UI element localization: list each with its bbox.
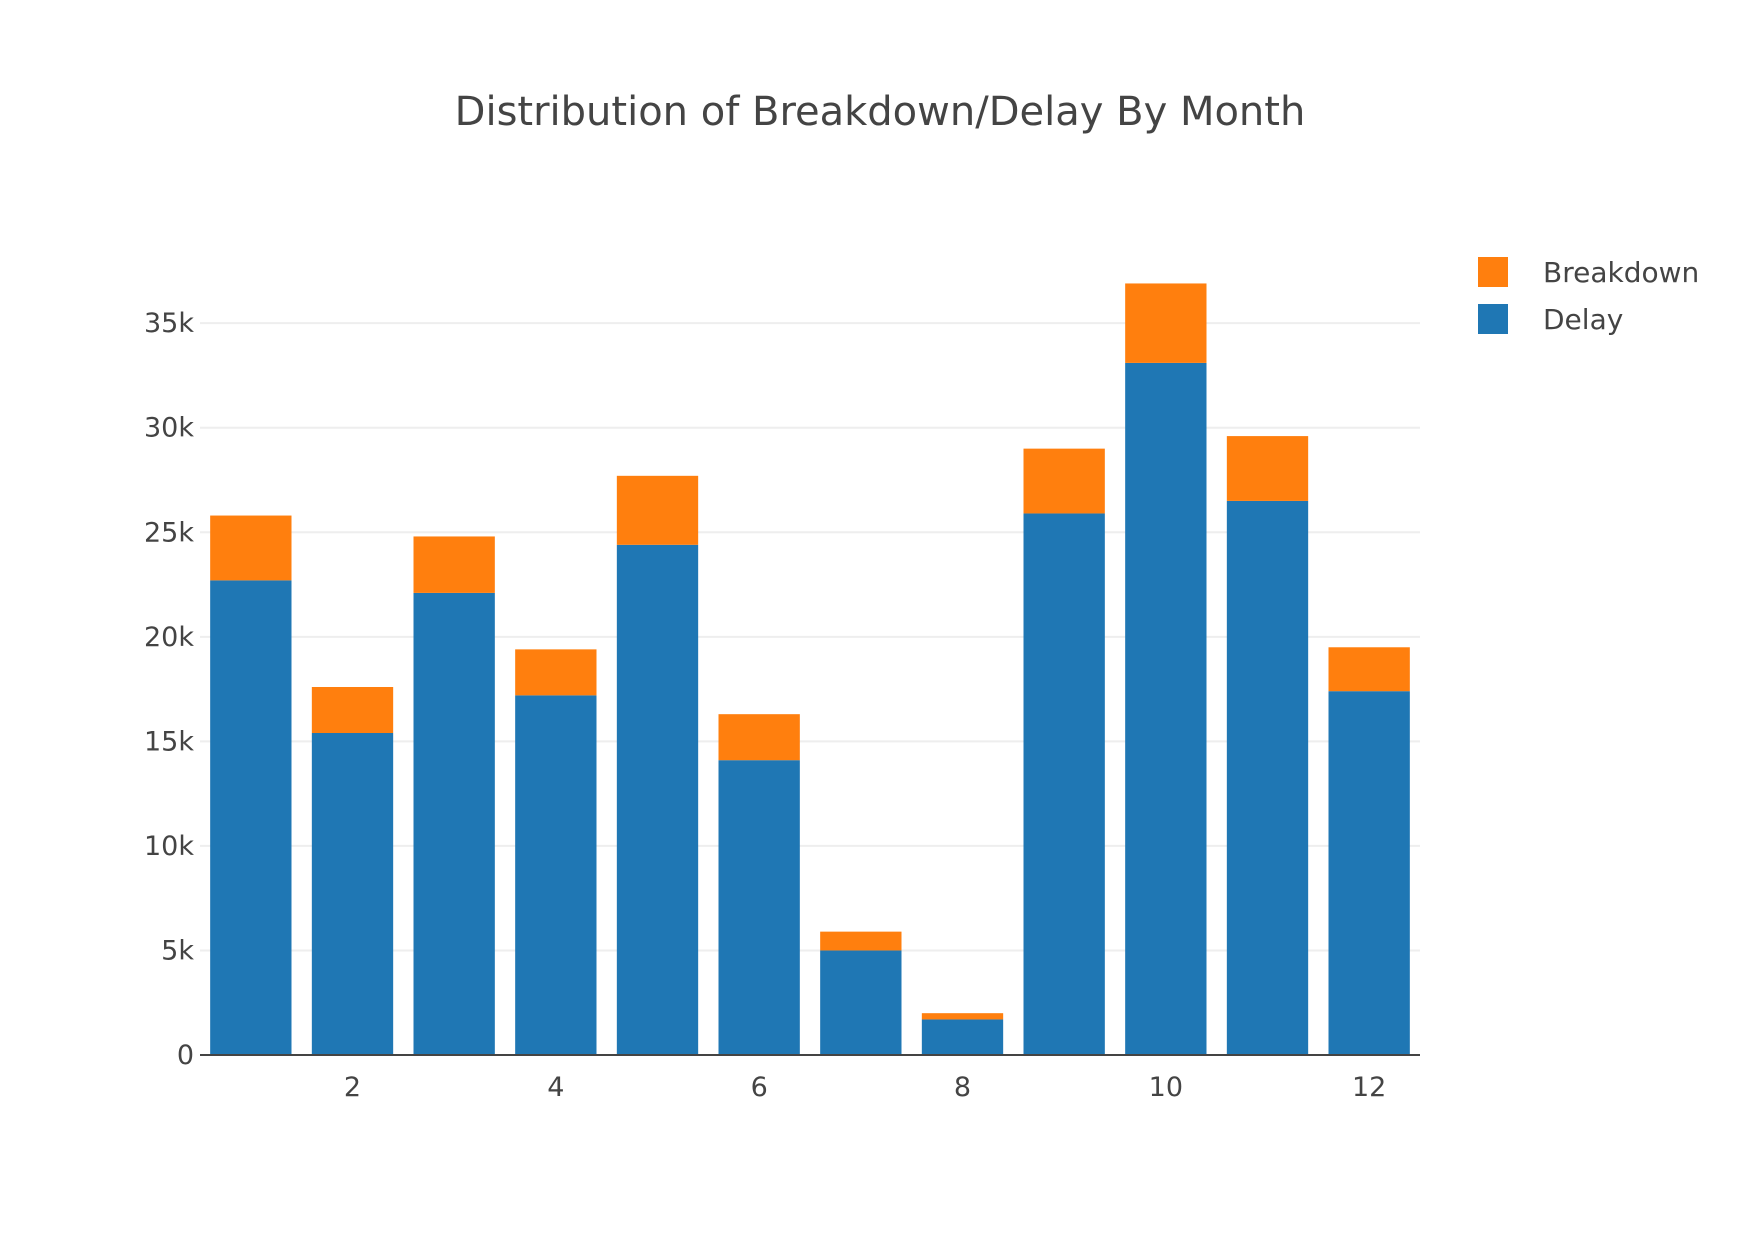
bar-delay-6[interactable] — [718, 760, 800, 1055]
y-tick-label: 20k — [144, 622, 194, 653]
bar-breakdown-12[interactable] — [1328, 647, 1410, 692]
axes: 0 5k 10k 15k 20k 25k 30k 35k 2 4 6 8 10 12 — [144, 308, 1420, 1103]
bar-delay-8[interactable] — [921, 1019, 1004, 1055]
x-tick-label: 8 — [954, 1072, 971, 1103]
bar-breakdown-1[interactable] — [210, 515, 292, 581]
x-tick-label: 10 — [1149, 1072, 1183, 1103]
bar-delay-9[interactable] — [1023, 513, 1105, 1055]
bar-breakdown-9[interactable] — [1023, 448, 1105, 514]
y-tick-label: 10k — [144, 831, 194, 862]
y-tick-label: 35k — [144, 308, 194, 339]
chart-title: Distribution of Breakdown/Delay By Month — [455, 89, 1306, 135]
bar-delay-1[interactable] — [210, 580, 292, 1055]
bars — [210, 283, 1410, 1056]
bar-delay-10[interactable] — [1125, 362, 1207, 1056]
x-tick-label: 2 — [344, 1072, 361, 1103]
legend-item-delay[interactable]: Delay — [1478, 303, 1623, 336]
legend-item-breakdown[interactable]: Breakdown — [1478, 256, 1699, 289]
bar-breakdown-10[interactable] — [1125, 283, 1207, 363]
x-tick-label: 6 — [751, 1072, 768, 1103]
bar-breakdown-2[interactable] — [311, 687, 394, 733]
bar-delay-11[interactable] — [1226, 500, 1309, 1056]
bar-breakdown-8[interactable] — [921, 1013, 1004, 1020]
y-tick-label: 0 — [177, 1040, 194, 1071]
bar-delay-12[interactable] — [1328, 691, 1410, 1055]
legend[interactable]: Breakdown Delay — [1478, 256, 1699, 336]
legend-label: Breakdown — [1543, 256, 1699, 289]
legend-swatch — [1478, 304, 1508, 334]
y-tick-label: 15k — [144, 726, 194, 757]
x-tick-label: 4 — [547, 1072, 564, 1103]
bar-breakdown-7[interactable] — [820, 931, 902, 951]
bar-delay-5[interactable] — [616, 544, 699, 1055]
bar-breakdown-5[interactable] — [616, 475, 699, 545]
gridlines — [200, 322, 1420, 952]
y-tick-label: 5k — [161, 935, 194, 966]
bar-delay-7[interactable] — [820, 950, 902, 1055]
legend-swatch — [1478, 257, 1508, 287]
x-tick-label: 12 — [1352, 1072, 1386, 1103]
bar-breakdown-4[interactable] — [515, 649, 597, 696]
y-tick-label: 25k — [144, 517, 194, 548]
bar-breakdown-11[interactable] — [1226, 436, 1309, 501]
y-tick-label: 30k — [144, 413, 194, 444]
bar-breakdown-3[interactable] — [413, 536, 495, 593]
bar-delay-2[interactable] — [311, 733, 394, 1055]
bar-breakdown-6[interactable] — [718, 714, 800, 761]
legend-label: Delay — [1543, 303, 1623, 336]
bar-delay-4[interactable] — [515, 695, 597, 1055]
bar-delay-3[interactable] — [413, 592, 495, 1055]
